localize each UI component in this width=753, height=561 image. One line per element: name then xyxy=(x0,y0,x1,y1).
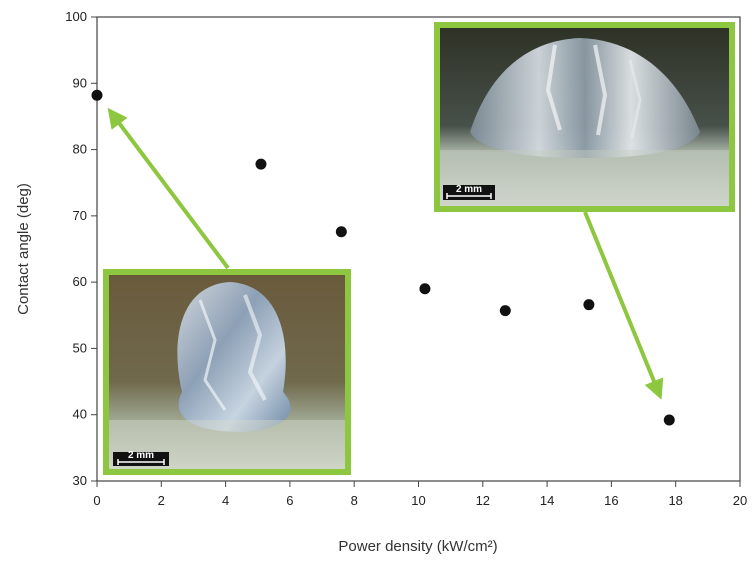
x-tick-label: 14 xyxy=(540,493,554,508)
data-point xyxy=(663,414,675,426)
y-tick-label: 30 xyxy=(73,473,87,488)
y-tick-label: 60 xyxy=(73,274,87,289)
data-point xyxy=(91,89,103,101)
y-tick-label: 100 xyxy=(65,9,87,24)
x-tick-label: 10 xyxy=(411,493,425,508)
y-tick-label: 50 xyxy=(73,340,87,355)
data-points xyxy=(91,89,675,426)
x-tick-label: 0 xyxy=(93,493,100,508)
x-tick-label: 2 xyxy=(158,493,165,508)
x-axis-ticks: 0 2 4 6 8 10 12 14 16 18 20 xyxy=(93,481,747,508)
x-tick-label: 16 xyxy=(604,493,618,508)
x-tick-label: 12 xyxy=(476,493,490,508)
x-tick-label: 20 xyxy=(733,493,747,508)
data-point xyxy=(583,299,595,311)
y-axis-ticks: 30 40 50 60 70 80 90 100 xyxy=(65,9,97,488)
x-tick-label: 4 xyxy=(222,493,229,508)
high-power-droplet-photo: 2 mm xyxy=(434,22,735,212)
data-point xyxy=(419,283,431,295)
low-power-droplet-photo: 2 mm xyxy=(103,269,351,475)
data-point xyxy=(255,158,267,170)
y-axis-title: Contact angle (deg) xyxy=(15,183,32,315)
x-tick-label: 8 xyxy=(351,493,358,508)
x-tick-label: 18 xyxy=(668,493,682,508)
x-axis-title: Power density (kW/cm²) xyxy=(338,538,497,555)
y-tick-label: 90 xyxy=(73,75,87,90)
low-power-scale-label: 2 mm xyxy=(128,450,154,461)
data-point xyxy=(335,226,347,238)
x-tick-label: 6 xyxy=(286,493,293,508)
arrow-to-low-power-point xyxy=(107,107,230,270)
y-tick-label: 40 xyxy=(73,407,87,422)
high-power-scale-label: 2 mm xyxy=(456,184,482,195)
y-tick-label: 70 xyxy=(73,208,87,223)
y-tick-label: 80 xyxy=(73,142,87,157)
data-point xyxy=(499,305,511,317)
arrow-to-high-power-point xyxy=(583,211,664,400)
